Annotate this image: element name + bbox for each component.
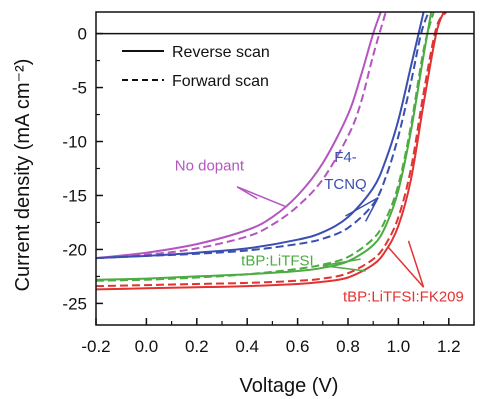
annotation-label: tBP:LiTFSI [241,253,314,270]
series-curves [96,12,448,291]
series-line-tbp-litfsi-fk209-dashed [96,12,448,288]
series-line-f4-tcnq-solid [96,12,425,260]
annotation-pointer [322,264,366,272]
annotation-pointer [322,258,361,267]
x-tick-label: 0.8 [336,337,360,356]
series-line-f4-tcnq-dashed [96,12,430,260]
legend: Reverse scan Forward scan [122,44,270,90]
annotation-label: tBP:LiTFSI:FK209 [343,288,464,305]
annotation-pointer [345,196,379,217]
x-tick-label: 0.6 [286,337,310,356]
y-tick-label: -5 [72,79,87,98]
y-tick-label: 0 [78,25,87,44]
series-line-no-dopant-dashed [96,12,387,260]
series-line-no-dopant-solid [96,12,382,260]
legend-label-forward: Forward scan [172,73,269,90]
annotation-pointer [364,197,379,222]
series-line-tbp-litfsi-fk209-solid [96,12,445,291]
x-tick-label: 0.2 [185,337,209,356]
annotation-label: No dopant [175,158,245,175]
annotation-pointer [387,246,425,288]
x-axis-title: Voltage (V) [240,375,339,397]
x-tick-label: 0.0 [135,337,159,356]
y-tick-label: -25 [62,294,87,313]
x-tick-label: -0.2 [81,337,110,356]
y-axis-title: Current density (mA cm⁻²) [12,59,34,292]
series-line-tbp-litfsi-dashed [96,12,435,282]
x-tick-label: 0.4 [235,337,259,356]
legend-label-reverse: Reverse scan [172,44,270,61]
annotation-label: F4- [334,149,357,166]
y-tick-label: -10 [62,133,87,152]
y-tick-label: -20 [62,240,87,259]
x-tick-label: 1.0 [387,337,411,356]
y-tick-label: -15 [62,186,87,205]
annotation-label: TCNQ [324,176,367,193]
annotation-pointer [407,240,425,288]
annotation-pointer [236,186,286,207]
curve-annotations: No dopant F4- TCNQ tBP:LiTFSI tBP:LiTFSI:FK2… [175,149,464,305]
x-tick-label: 1.2 [437,337,461,356]
axis-ticks: -0.2 0.0 0.2 0.4 0.6 0.8 1.0 1.2 0 -5 -10 -15 -20 -25 [62,25,475,356]
